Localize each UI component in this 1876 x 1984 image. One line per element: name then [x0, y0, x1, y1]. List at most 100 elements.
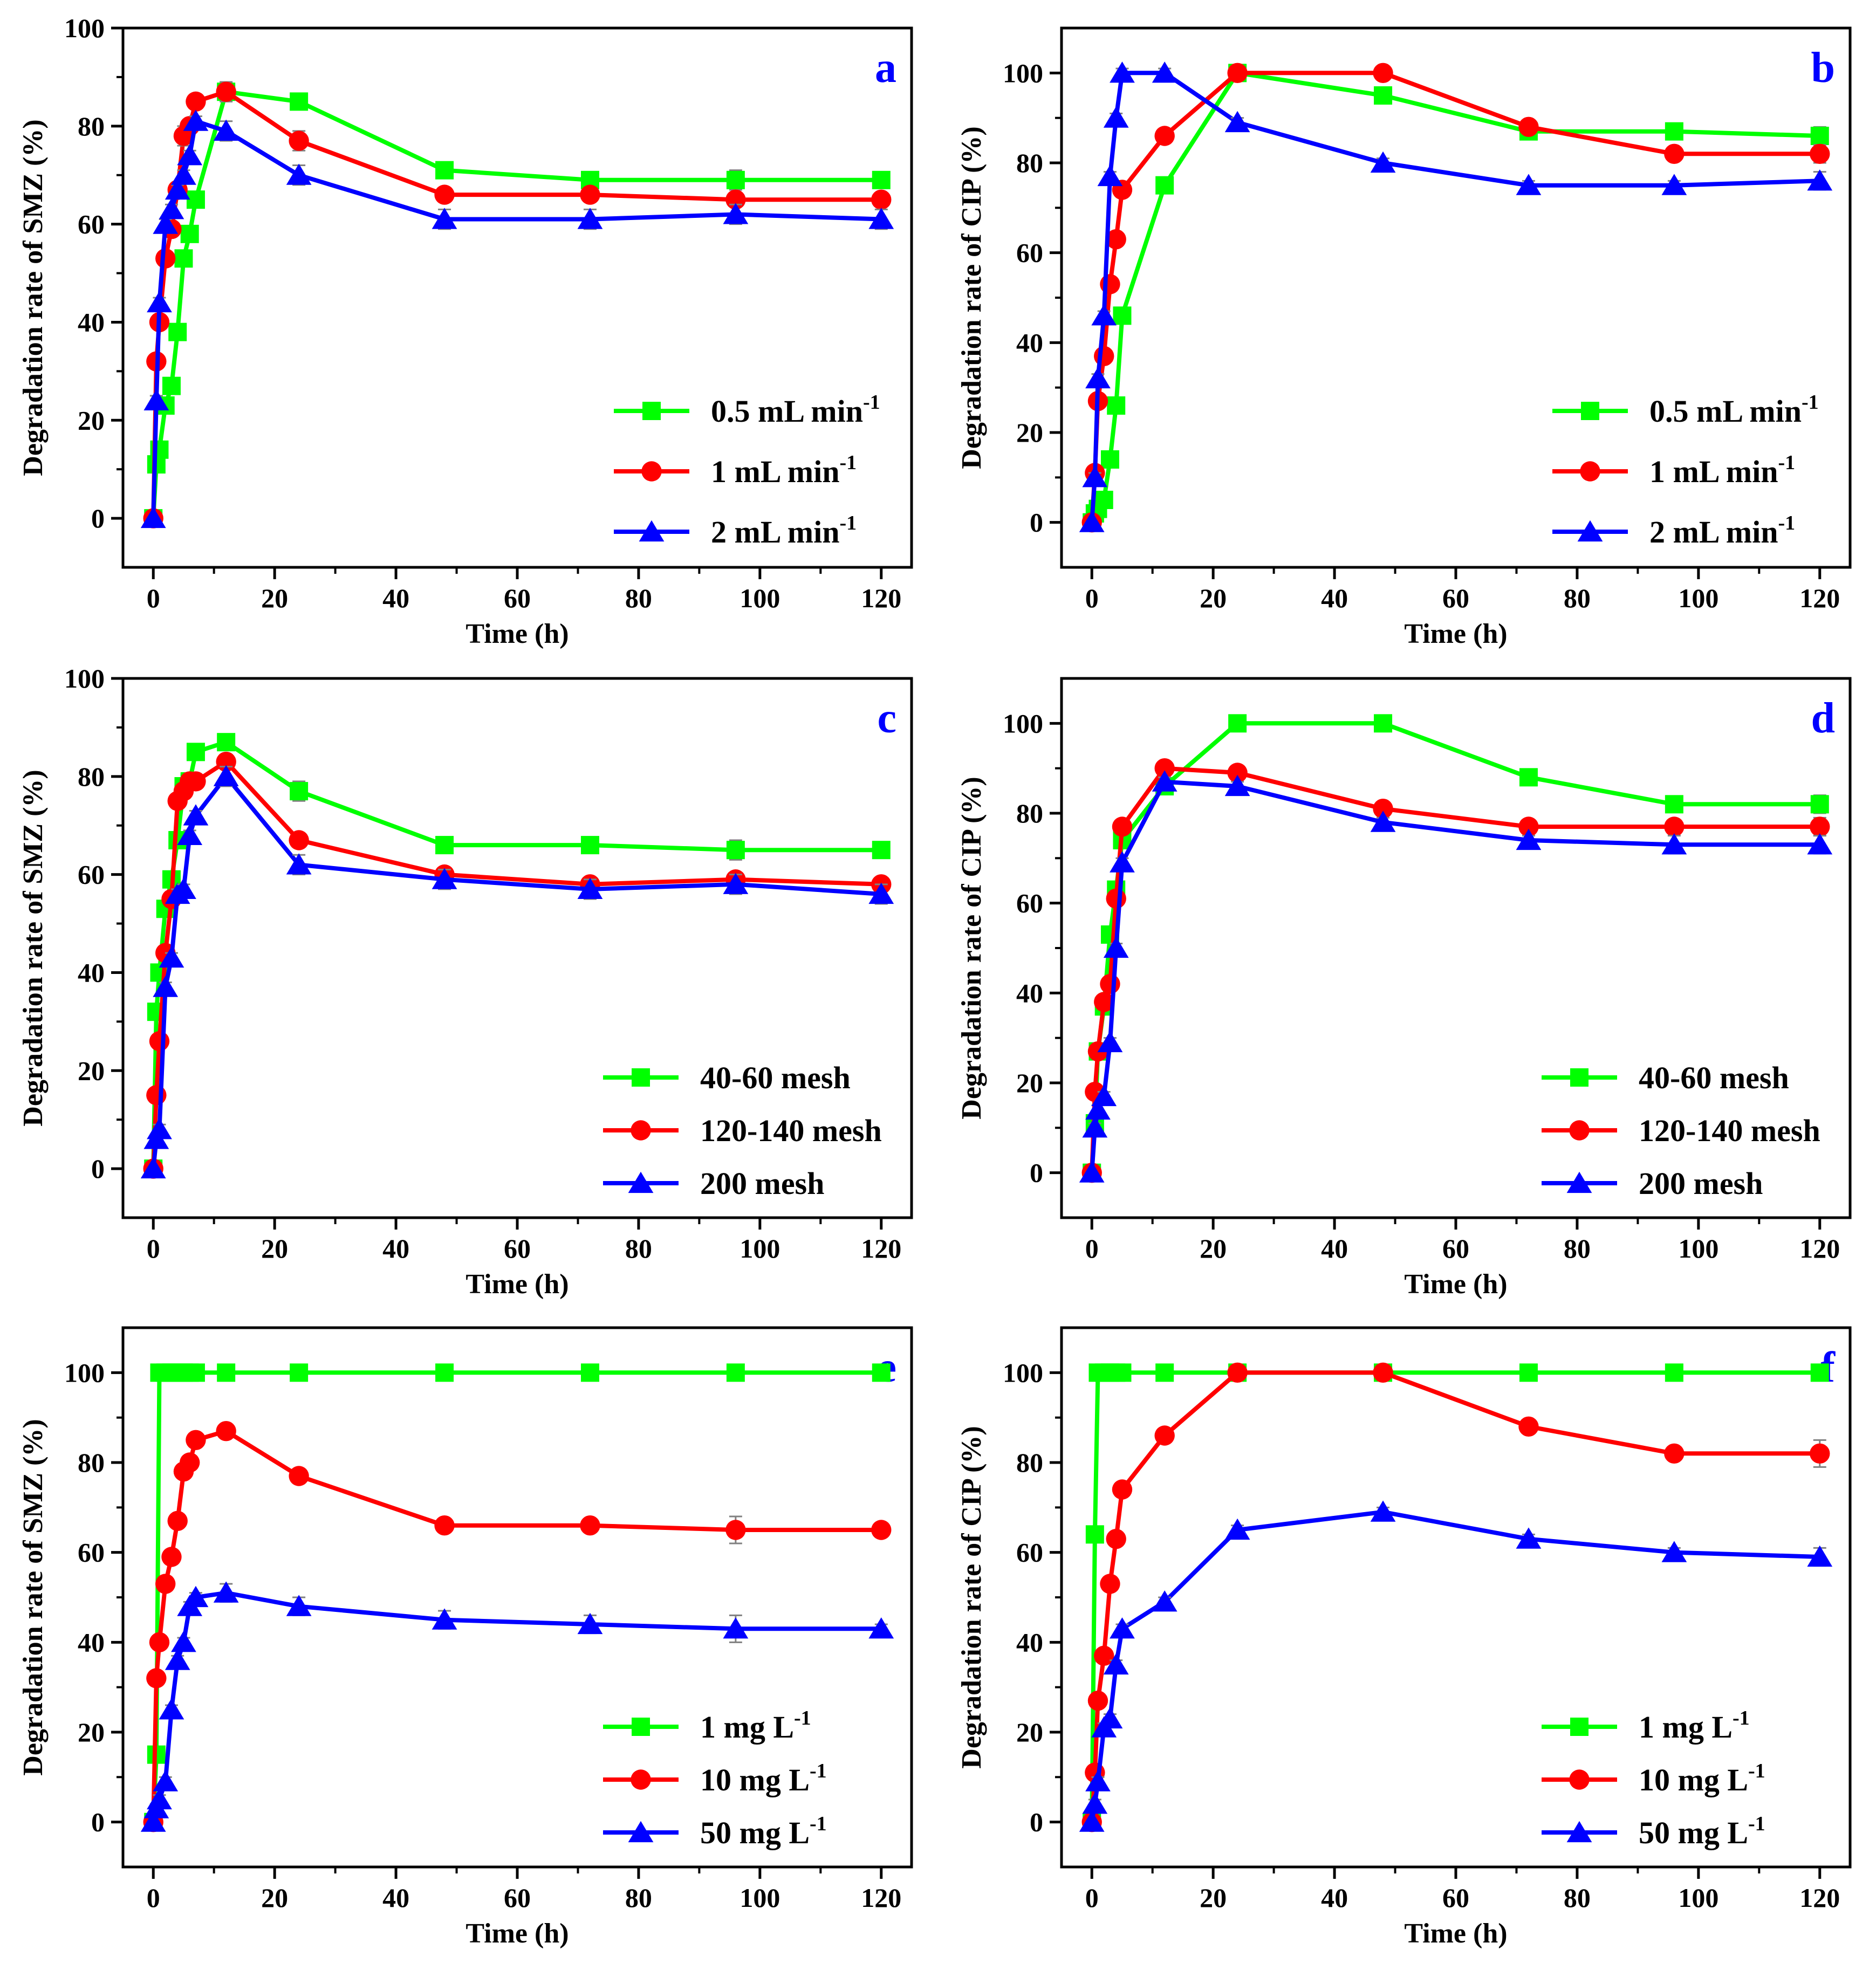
legend-label-superscript: -1 [1748, 1813, 1765, 1835]
data-point [1227, 1362, 1248, 1383]
data-point [1227, 763, 1248, 783]
y-tick-label: 60 [1016, 888, 1043, 918]
legend-marker [1566, 1821, 1592, 1843]
data-point [1085, 1098, 1111, 1120]
series-line [151, 774, 882, 1169]
data-point [147, 1118, 172, 1139]
data-point [726, 1363, 745, 1382]
legend-marker [1580, 461, 1600, 482]
data-point [1518, 116, 1539, 138]
series-triangle [140, 1581, 894, 1832]
legend-label-text: 1 mg L [700, 1710, 794, 1745]
data-point [1155, 176, 1174, 195]
x-tick-label: 80 [1564, 1233, 1591, 1264]
legend-label: 200 mesh [1639, 1166, 1763, 1201]
x-tick-label: 120 [861, 583, 901, 613]
data-point [1085, 367, 1111, 389]
y-tick-label: 60 [1016, 1537, 1043, 1568]
data-point [1103, 1653, 1129, 1675]
x-tick-label: 80 [1564, 1883, 1591, 1913]
chart-panel-c: 0 20 40 60 80 100 120 0 20 40 60 80 100 Time (h) Degra… [18, 663, 913, 1300]
y-tick-label: 100 [64, 663, 105, 694]
data-point [186, 771, 206, 792]
data-point [186, 1430, 206, 1451]
series-line [151, 1370, 881, 1822]
y-tick-label: 60 [78, 1537, 105, 1568]
x-tick-label: 120 [1799, 1883, 1840, 1913]
series-triangle [140, 765, 894, 1179]
x-tick-label: 80 [625, 583, 652, 613]
data-point [432, 1608, 457, 1630]
chart-panel-e: 0 20 40 60 80 100 120 0 20 40 60 80 100 Time (h) Degra… [18, 1326, 913, 1949]
x-tick-label: 20 [261, 583, 288, 613]
data-point [180, 224, 199, 243]
data-point [216, 81, 236, 102]
series-line [151, 740, 881, 1169]
data-point [183, 1585, 209, 1608]
data-point [1516, 1527, 1542, 1549]
x-tick-label: 20 [1200, 1883, 1227, 1913]
data-point [1810, 127, 1829, 145]
x-tick-label: 20 [1200, 1233, 1227, 1264]
y-tick-label: 0 [1030, 507, 1043, 538]
data-point [1082, 1116, 1108, 1138]
data-point [290, 1363, 309, 1382]
data-point [1664, 143, 1685, 164]
series-square [144, 1363, 891, 1831]
data-point [1079, 1161, 1105, 1183]
legend-label-text: 50 mg L [700, 1815, 810, 1850]
data-point [580, 836, 599, 855]
data-point [186, 743, 205, 761]
data-point [1661, 1541, 1687, 1562]
data-point [871, 189, 892, 210]
x-axis-label: Time (h) [465, 619, 569, 649]
data-point [434, 1515, 455, 1536]
data-point [577, 877, 603, 899]
data-point [1097, 1707, 1123, 1729]
data-point [186, 1363, 205, 1382]
y-tick-label: 0 [91, 1807, 105, 1837]
legend-marker [1581, 402, 1599, 420]
data-point [435, 836, 454, 855]
y-tick-label: 0 [1030, 1158, 1043, 1188]
series-line [1090, 766, 1820, 1173]
y-tick-label: 80 [1016, 798, 1043, 828]
data-point [577, 1612, 603, 1635]
legend-label: 50 mg L-1 [1639, 1813, 1765, 1850]
data-point [147, 291, 172, 313]
legend-label-text: 0.5 mL min [1649, 394, 1802, 429]
chart-panel-a: 0 20 40 60 80 100 120 0 20 40 60 80 100 Time (h) Degra… [18, 13, 913, 649]
y-tick-label: 80 [78, 111, 105, 141]
data-point [1082, 466, 1108, 488]
x-tick-label: 100 [740, 583, 780, 613]
legend-label: 120-140 mesh [1639, 1113, 1820, 1148]
legend-label-superscript: -1 [863, 391, 880, 414]
y-tick-label: 80 [78, 1447, 105, 1478]
y-tick-label: 100 [64, 13, 105, 43]
data-point [1110, 61, 1135, 83]
data-point [1810, 816, 1830, 837]
legend-label-text: 200 mesh [1639, 1166, 1763, 1201]
x-tick-label: 60 [504, 1233, 531, 1264]
legend-label: 1 mL min-1 [1649, 451, 1795, 489]
legend-marker [631, 1769, 651, 1790]
x-axis-label: Time (h) [465, 1269, 569, 1300]
data-point [1519, 768, 1538, 787]
x-tick-label: 40 [382, 583, 409, 613]
data-point [1374, 714, 1393, 733]
data-point [872, 1363, 891, 1382]
y-tick-label: 40 [78, 1627, 105, 1657]
data-point [1100, 973, 1120, 994]
legend-marker [632, 1068, 650, 1087]
panel-letter: b [1811, 44, 1836, 92]
data-point [171, 877, 196, 899]
data-point [723, 203, 749, 224]
data-point [155, 1574, 176, 1594]
data-point [286, 853, 312, 875]
data-point [1107, 396, 1126, 415]
data-point [213, 119, 239, 141]
data-point [1516, 828, 1542, 850]
y-tick-label: 40 [1016, 1627, 1043, 1657]
data-point [1097, 164, 1123, 187]
